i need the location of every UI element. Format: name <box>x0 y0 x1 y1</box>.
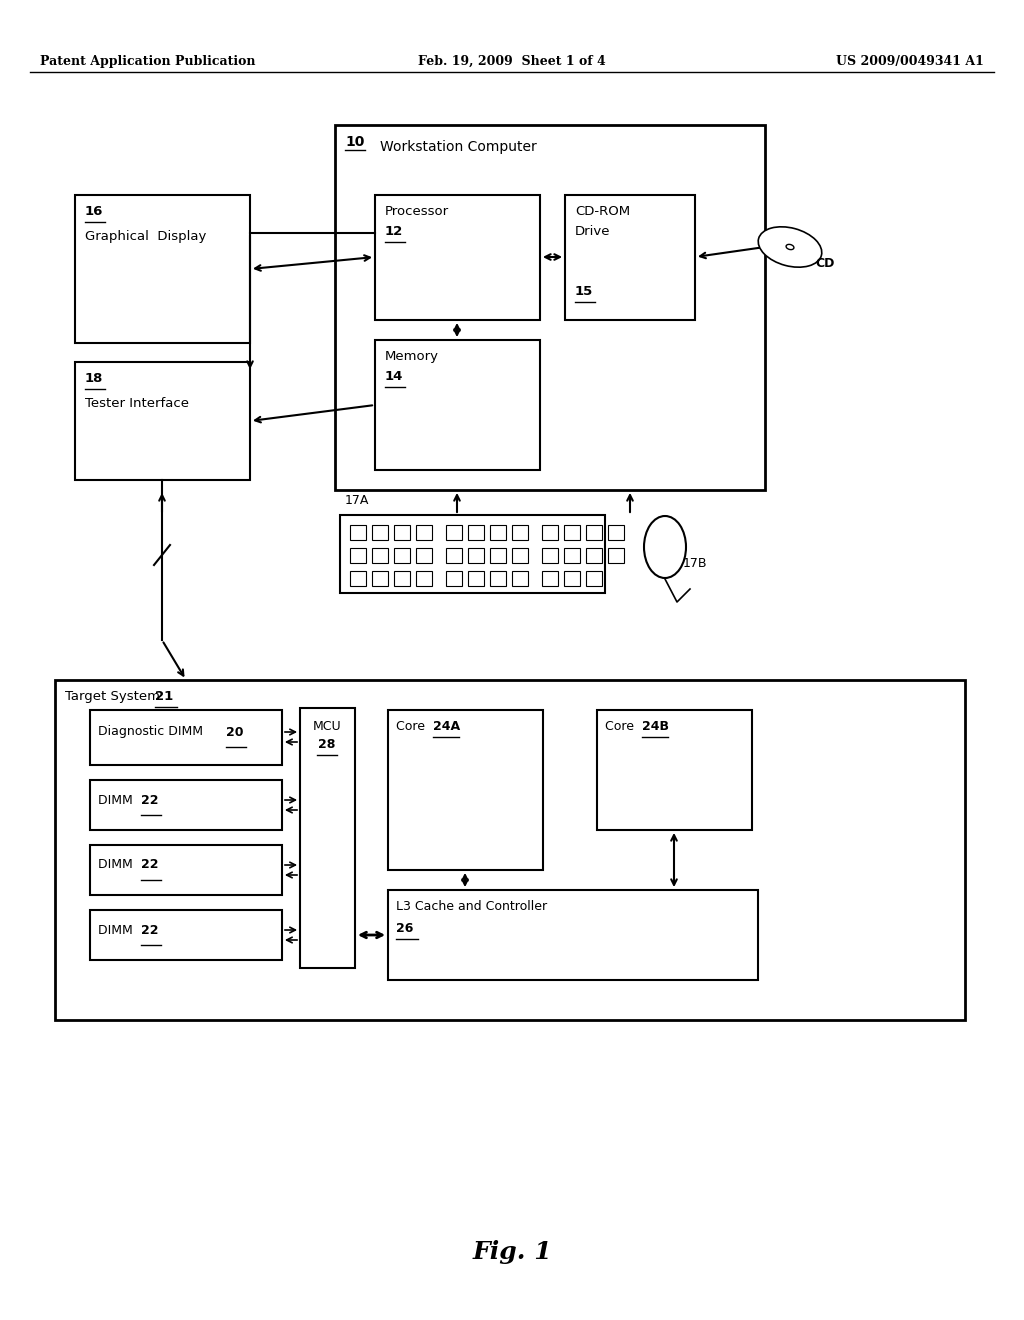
Bar <box>446 572 462 586</box>
Bar <box>90 710 282 766</box>
Bar <box>350 548 366 564</box>
Text: Fig. 1: Fig. 1 <box>472 1239 552 1265</box>
Text: Patent Application Publication: Patent Application Publication <box>40 55 256 69</box>
Bar <box>490 525 506 540</box>
Text: 28: 28 <box>318 738 336 751</box>
Text: 22: 22 <box>141 924 159 936</box>
Text: 18: 18 <box>85 372 103 385</box>
Text: DIMM: DIMM <box>98 858 137 871</box>
Bar <box>468 548 484 564</box>
Bar <box>490 548 506 564</box>
Bar <box>608 525 624 540</box>
Bar <box>394 572 410 586</box>
Bar <box>586 525 602 540</box>
Bar <box>597 710 752 830</box>
Text: Memory: Memory <box>385 350 439 363</box>
Bar <box>90 845 282 895</box>
Text: 22: 22 <box>141 793 159 807</box>
Bar <box>565 195 695 319</box>
Bar <box>446 548 462 564</box>
Bar <box>388 890 758 979</box>
Bar <box>90 780 282 830</box>
Text: L3 Cache and Controller: L3 Cache and Controller <box>396 900 547 913</box>
Text: 10: 10 <box>345 135 365 149</box>
Bar <box>608 548 624 564</box>
Bar <box>564 572 580 586</box>
Bar <box>300 708 355 968</box>
Text: 17A: 17A <box>345 494 370 507</box>
Text: Core: Core <box>396 719 429 733</box>
Bar <box>416 548 432 564</box>
Text: Target System: Target System <box>65 690 164 704</box>
Bar <box>542 548 558 564</box>
Text: Core: Core <box>605 719 638 733</box>
Bar <box>586 548 602 564</box>
Bar <box>394 548 410 564</box>
Text: Workstation Computer: Workstation Computer <box>380 140 537 154</box>
Text: Diagnostic DIMM: Diagnostic DIMM <box>98 726 207 738</box>
Bar <box>75 362 250 480</box>
Bar <box>416 572 432 586</box>
Text: 20: 20 <box>226 726 244 738</box>
Text: 26: 26 <box>396 921 414 935</box>
Text: 15: 15 <box>575 285 593 298</box>
Text: MCU: MCU <box>312 719 341 733</box>
Bar <box>55 680 965 1020</box>
Bar <box>350 525 366 540</box>
Bar <box>340 515 605 593</box>
Bar <box>512 548 528 564</box>
Bar <box>468 525 484 540</box>
Bar <box>564 525 580 540</box>
Bar <box>446 525 462 540</box>
Bar <box>586 572 602 586</box>
Text: 22: 22 <box>141 858 159 871</box>
Bar <box>375 341 540 470</box>
Bar <box>388 710 543 870</box>
Text: Tester Interface: Tester Interface <box>85 397 189 411</box>
Text: 24A: 24A <box>433 719 460 733</box>
Bar <box>372 572 388 586</box>
Bar <box>542 525 558 540</box>
Bar <box>468 572 484 586</box>
Bar <box>75 195 250 343</box>
Text: CD-ROM: CD-ROM <box>575 205 630 218</box>
Text: DIMM: DIMM <box>98 793 137 807</box>
Text: DIMM: DIMM <box>98 924 137 936</box>
Bar <box>416 525 432 540</box>
Text: Processor: Processor <box>385 205 450 218</box>
Bar <box>372 548 388 564</box>
Text: US 2009/0049341 A1: US 2009/0049341 A1 <box>837 55 984 69</box>
Ellipse shape <box>786 244 794 249</box>
Text: Graphical  Display: Graphical Display <box>85 230 207 243</box>
Text: Drive: Drive <box>575 224 610 238</box>
Bar <box>394 525 410 540</box>
Bar <box>350 572 366 586</box>
Text: 21: 21 <box>155 690 173 704</box>
Text: CD: CD <box>815 257 835 271</box>
Bar <box>512 572 528 586</box>
Text: Feb. 19, 2009  Sheet 1 of 4: Feb. 19, 2009 Sheet 1 of 4 <box>418 55 606 69</box>
Text: 12: 12 <box>385 224 403 238</box>
Bar <box>564 548 580 564</box>
Bar <box>490 572 506 586</box>
Text: 16: 16 <box>85 205 103 218</box>
Text: 17B: 17B <box>683 557 708 570</box>
Bar <box>372 525 388 540</box>
Bar <box>542 572 558 586</box>
Ellipse shape <box>644 516 686 578</box>
Bar <box>375 195 540 319</box>
Bar <box>335 125 765 490</box>
Text: 24B: 24B <box>642 719 669 733</box>
Bar <box>512 525 528 540</box>
Ellipse shape <box>758 227 822 267</box>
Bar <box>90 909 282 960</box>
Text: 14: 14 <box>385 370 403 383</box>
